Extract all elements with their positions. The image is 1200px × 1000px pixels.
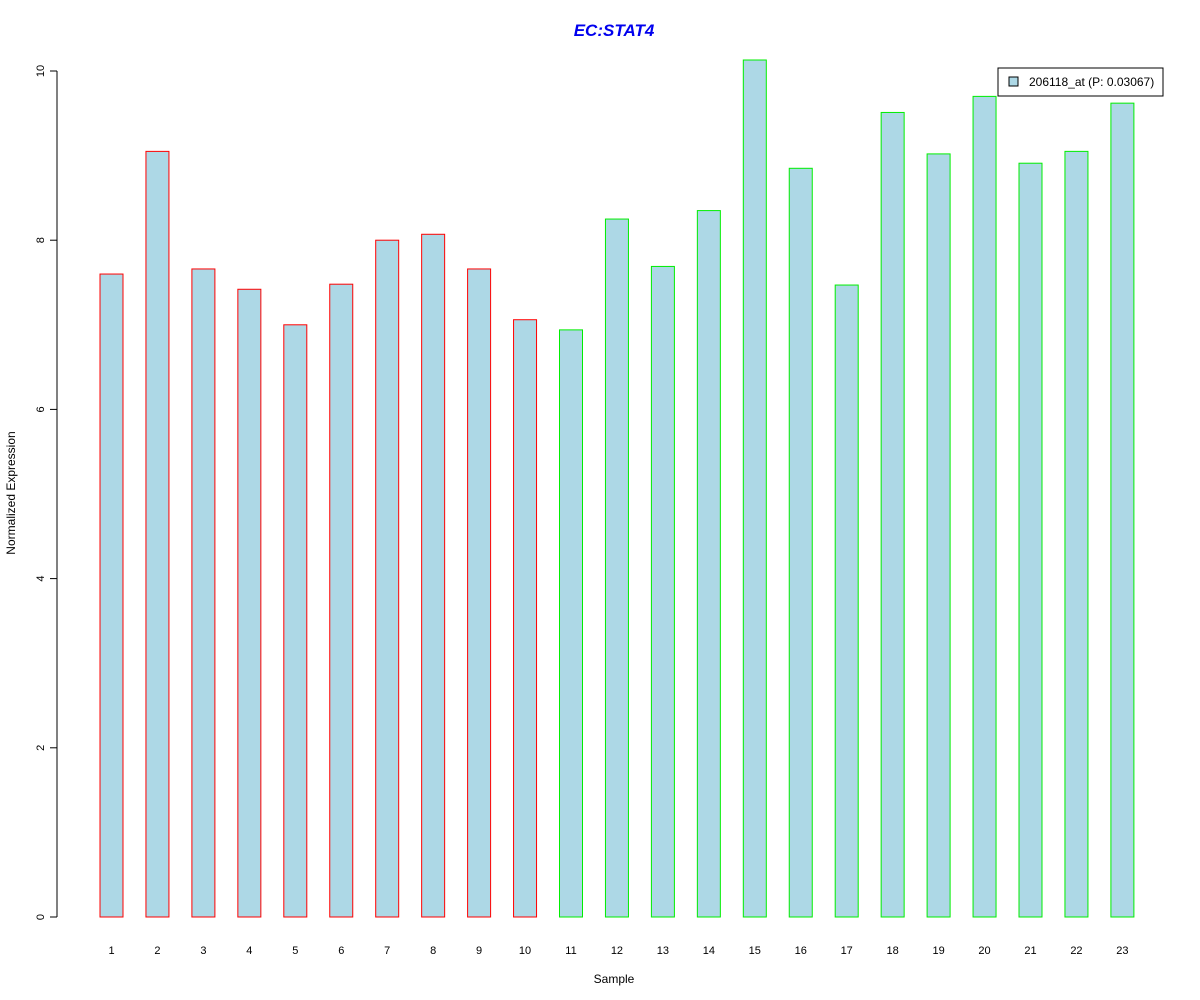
bar-sample-8 <box>421 233 446 918</box>
bar-sample-7 <box>375 239 400 918</box>
x-tick-label: 20 <box>978 945 990 957</box>
y-tick-label: 10 <box>35 65 47 77</box>
bar-sample-12 <box>604 218 629 918</box>
x-tick-label: 2 <box>154 945 160 957</box>
legend-swatch <box>1008 76 1019 87</box>
x-tick-label: 23 <box>1116 945 1128 957</box>
bar-sample-17 <box>834 284 859 918</box>
x-tick-label: 9 <box>476 945 482 957</box>
x-tick-label: 4 <box>246 945 252 957</box>
bar-sample-13 <box>650 265 675 918</box>
bar-sample-14 <box>696 210 721 918</box>
y-tick-label: 8 <box>35 237 47 243</box>
bar-sample-3 <box>191 268 216 918</box>
bar-sample-19 <box>926 153 951 918</box>
bar-sample-16 <box>788 167 813 918</box>
bar-sample-18 <box>880 111 905 918</box>
y-tick-label: 6 <box>35 406 47 412</box>
x-tick-label: 18 <box>887 945 899 957</box>
x-tick-label: 5 <box>292 945 298 957</box>
x-tick-label: 8 <box>430 945 436 957</box>
bar-sample-15 <box>742 59 767 918</box>
chart-title: EC:STAT4 <box>574 21 655 40</box>
x-tick-labels: 1 2 3 4 5 6 7 8 9 10 11 12 13 14 15 16 17 18 19 20 21 22 23 <box>108 945 1128 957</box>
x-tick-label: 11 <box>565 945 576 957</box>
x-tick-label: 22 <box>1070 945 1082 957</box>
x-tick-label: 17 <box>841 945 853 957</box>
bar-sample-10 <box>513 319 538 918</box>
x-tick-label: 7 <box>384 945 390 957</box>
x-tick-label: 14 <box>703 945 715 957</box>
bars <box>99 59 1135 918</box>
legend-box <box>997 67 1164 97</box>
bar-sample-6 <box>329 283 354 918</box>
y-axis-label: Normalized Expression <box>4 431 18 554</box>
bar-sample-1 <box>99 273 124 918</box>
bar-sample-23 <box>1110 102 1135 918</box>
bar-sample-2 <box>145 150 170 918</box>
x-tick-label: 12 <box>611 945 623 957</box>
x-tick-label: 19 <box>932 945 944 957</box>
x-tick-label: 15 <box>749 945 761 957</box>
y-tick-label: 4 <box>35 576 47 582</box>
bar-sample-20 <box>972 95 997 918</box>
bar-sample-9 <box>467 268 492 918</box>
x-tick-label: 13 <box>657 945 669 957</box>
y-tick-label: 0 <box>35 914 47 920</box>
legend-label: 206118_at (P: 0.03067) <box>1029 75 1154 89</box>
y-tick-label: 2 <box>35 745 47 751</box>
legend: 206118_at (P: 0.03067) <box>997 67 1164 97</box>
bar-sample-5 <box>283 324 308 918</box>
x-tick-label: 3 <box>200 945 206 957</box>
x-tick-label: 10 <box>519 945 531 957</box>
bar-sample-21 <box>1018 162 1043 918</box>
bar-sample-4 <box>237 288 262 918</box>
bar-sample-11 <box>559 329 583 918</box>
x-tick-label: 16 <box>795 945 807 957</box>
bar-sample-22 <box>1064 150 1089 918</box>
x-tick-label: 21 <box>1024 945 1036 957</box>
y-axis: 0 2 4 6 8 10 <box>35 65 58 920</box>
x-tick-label: 1 <box>108 945 114 957</box>
x-axis-label: Sample <box>594 972 635 986</box>
x-tick-label: 6 <box>338 945 344 957</box>
